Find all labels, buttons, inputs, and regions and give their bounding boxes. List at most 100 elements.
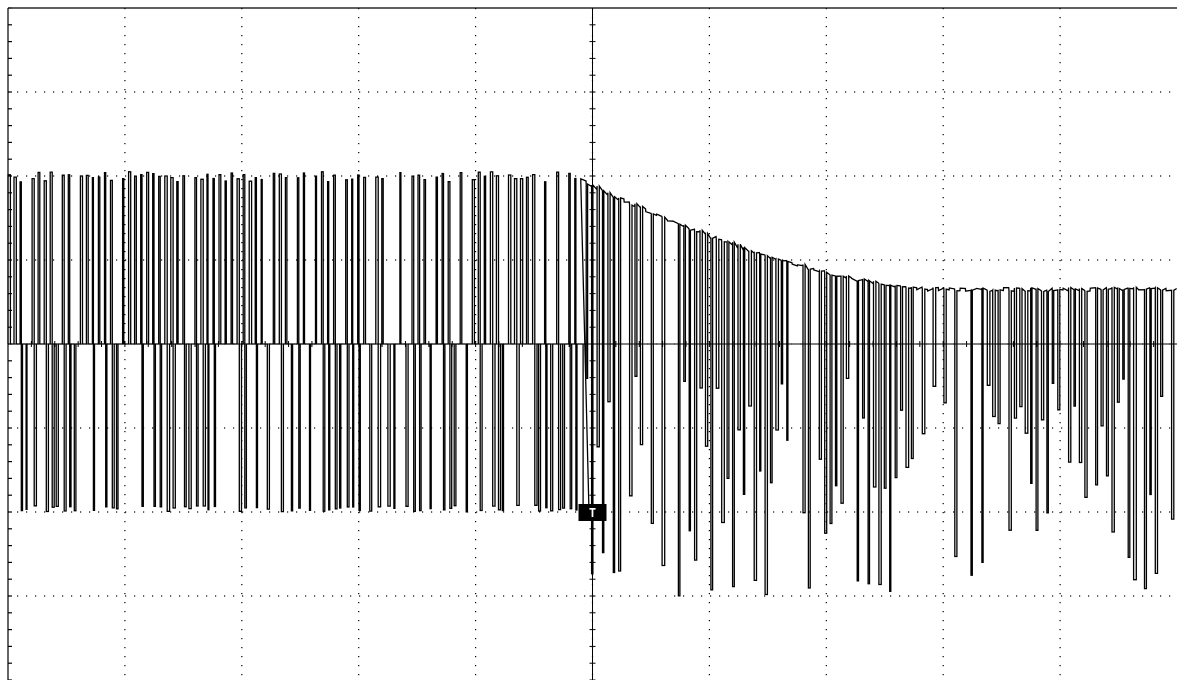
grid-dot [620,595,622,597]
grid-dot [708,125,710,127]
grid-dot [708,224,710,226]
grid-dot [287,427,289,429]
grid-dot [836,175,838,177]
grid-dot [278,427,280,429]
grid-dot [124,413,126,415]
grid-dot [1115,427,1117,429]
grid-dot [1059,548,1061,550]
grid-dot [143,511,145,513]
grid-dot [241,62,243,64]
grid-dot [404,259,406,261]
grid-dot [899,427,901,429]
grid-dot [1059,494,1061,496]
grid-dot [944,427,946,429]
grid-dot [638,427,640,429]
grid-dot [773,595,775,597]
grid-dot [1059,125,1061,127]
grid-dot [17,175,19,177]
grid-dot [1133,175,1135,177]
grid-dot [1059,674,1061,676]
grid-dot [629,511,631,513]
grid-dot [708,476,710,478]
grid-dot [188,175,190,177]
grid-dot [296,595,298,597]
grid-dot [475,62,477,64]
grid-dot [124,539,126,541]
grid-dot [1088,91,1090,93]
grid-dot [404,595,406,597]
grid-dot [773,511,775,513]
grid-dot [665,175,667,177]
grid-dot [350,427,352,429]
grid-dot [773,427,775,429]
grid-dot [942,503,944,505]
grid-dot [475,296,477,298]
grid-dot [1059,188,1061,190]
grid-dot [818,511,820,513]
grid-dot [467,595,469,597]
grid-dot [241,611,243,613]
grid-dot [475,611,477,613]
grid-dot [422,259,424,261]
grid-dot [708,503,710,505]
grid-dot [1088,175,1090,177]
grid-dot [475,152,477,154]
grid-dot [62,427,64,429]
grid-dot [998,259,1000,261]
grid-dot [1059,269,1061,271]
grid-dot [197,259,199,261]
grid-dot [557,175,559,177]
grid-dot [241,233,243,235]
grid-dot [825,674,827,676]
grid-dot [521,259,523,261]
grid-dot [942,35,944,37]
grid-dot [475,593,477,595]
grid-dot [368,259,370,261]
grid-dot [971,595,973,597]
grid-dot [656,511,658,513]
grid-dot [708,458,710,460]
grid-dot [942,107,944,109]
grid-dot [350,259,352,261]
grid-dot [35,259,37,261]
grid-dot [548,91,550,93]
grid-dot [124,647,126,649]
grid-dot [475,557,477,559]
grid-dot [125,91,127,93]
grid-dot [708,557,710,559]
grid-dot [719,91,721,93]
grid-dot [557,427,559,429]
grid-dot [1059,215,1061,217]
grid-dot [233,595,235,597]
grid-dot [440,595,442,597]
grid-dot [107,175,109,177]
grid-dot [358,80,360,82]
grid-dot [710,91,712,93]
grid-dot [942,170,944,172]
grid-dot [708,494,710,496]
grid-dot [1106,259,1108,261]
grid-dot [458,175,460,177]
grid-dot [512,175,514,177]
grid-dot [161,259,163,261]
grid-dot [475,404,477,406]
grid [8,8,1171,676]
grid-dot [260,91,262,93]
grid-dot [548,175,550,177]
grid-dot [1079,511,1081,513]
grid-dot [124,107,126,109]
grid-dot [701,427,703,429]
grid-dot [475,647,477,649]
grid-dot [233,511,235,513]
grid-dot [1059,602,1061,604]
grid-dot [825,629,827,631]
grid-dot [836,511,838,513]
grid-dot [1034,91,1036,93]
grid-dot [1142,91,1144,93]
grid-dot [241,287,243,289]
grid-dot [26,511,28,513]
grid-dot [241,179,243,181]
grid-dot [124,89,126,91]
grid-dot [233,91,235,93]
grid-dot [358,125,360,127]
